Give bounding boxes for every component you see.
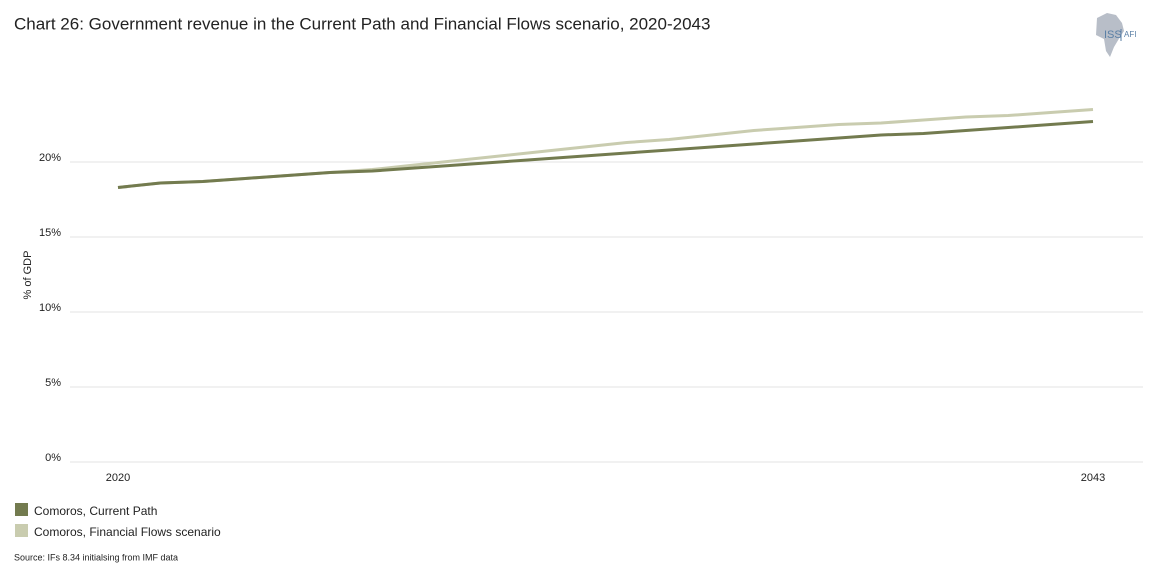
y-axis-label: % of GDP	[22, 251, 34, 300]
y-tick-label: 20%	[39, 152, 61, 164]
source: Source: IFs 8.34 initialsing from IMF da…	[14, 552, 178, 562]
y-tick-label: 0%	[45, 452, 61, 464]
logo-shape	[1096, 13, 1124, 57]
x-tick-label: 2020	[106, 472, 130, 484]
y-tick-label: 10%	[39, 302, 61, 314]
logo-text: AFI	[1124, 30, 1136, 39]
series-line	[117, 120, 1094, 189]
legend-label: Comoros, Current Path	[34, 504, 157, 518]
x-tick-label: 2043	[1081, 472, 1105, 484]
legend-label: Comoros, Financial Flows scenario	[34, 525, 221, 539]
y-tick-label: 5%	[45, 377, 61, 389]
legend-swatch	[15, 503, 28, 516]
legend-swatch	[15, 524, 28, 537]
chart-title: Chart 26: Government revenue in the Curr…	[14, 14, 710, 33]
logo-text: ISS	[1104, 29, 1122, 41]
y-tick-label: 15%	[39, 227, 61, 239]
